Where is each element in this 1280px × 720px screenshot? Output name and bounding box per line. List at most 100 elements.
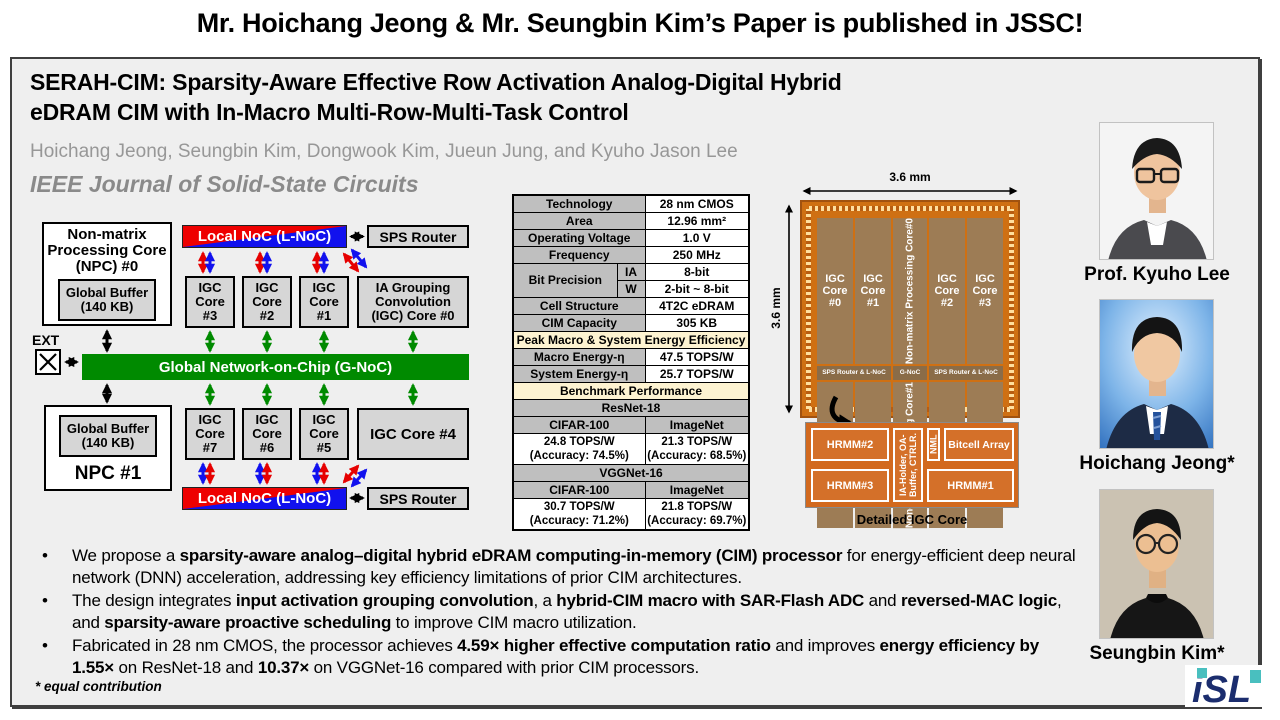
die-igc-core-0: IGC Core #0	[817, 218, 853, 365]
local-noc-top: Local NoC (L-NoC)	[182, 225, 347, 248]
igc-core-6: IGC Core #6	[242, 408, 292, 460]
journal-name: IEEE Journal of Solid-State Circuits	[30, 171, 419, 197]
spec-value: 47.5 TOPS/W	[644, 348, 750, 366]
portrait-hoichang-jeong	[1099, 299, 1214, 449]
paper-title-line2: eDRAM CIM with In-Macro Multi-Row-Multi-…	[30, 99, 629, 125]
benchmark-result: 30.7 TOPS/W (Accuracy: 71.2%)	[512, 498, 646, 531]
spec-value: 305 KB	[644, 314, 750, 332]
benchmark-dataset: ImageNet	[644, 416, 750, 434]
diagram-arrows	[64, 231, 419, 504]
bullet-item: • We propose a sparsity-aware analog–dig…	[42, 545, 1082, 588]
igc-core-7: IGC Core #7	[185, 408, 235, 460]
die-igc-core-2: IGC Core #2	[929, 218, 965, 365]
benchmark-result: 24.8 TOPS/W (Accuracy: 74.5%)	[512, 433, 646, 465]
x-pad-icon	[35, 349, 61, 375]
npc0-box: Non-matrix Processing Core (NPC) #0 Glob…	[42, 222, 172, 326]
benchmark-dataset: ImageNet	[644, 481, 750, 499]
spec-label: Cell Structure	[512, 297, 646, 315]
pad-ring-right	[1009, 209, 1014, 409]
chip-die-photo: IGC Core #0 IGC Core #1 Non-matrix Proce…	[800, 200, 1020, 529]
bullet-item: • The design integrates input activation…	[42, 590, 1082, 633]
spec-label: Macro Energy-η	[512, 348, 646, 366]
paper-title: SERAH-CIM: Sparsity-Aware Effective Row …	[30, 67, 1090, 127]
spec-label: System Energy-η	[512, 365, 646, 383]
spec-label: Bit Precision	[512, 263, 618, 298]
spec-label: Area	[512, 212, 646, 230]
spec-value: 1.0 V	[644, 229, 750, 247]
die-sps-right: SPS Router & L-NoC	[929, 366, 1003, 381]
spec-section-header: Benchmark Performance	[512, 382, 750, 400]
hrmm3-block: HRMM#3	[811, 469, 889, 502]
benchmark-network: ResNet-18	[512, 399, 750, 417]
spec-value: 25.7 TOPS/W	[644, 365, 750, 383]
die-height-arrow	[785, 204, 793, 414]
bullet-marker: •	[42, 636, 48, 655]
pad-ring-left	[806, 209, 811, 409]
local-noc-bottom: Local NoC (L-NoC)	[182, 487, 347, 510]
bullet-marker: •	[42, 546, 48, 565]
detail-caption: Detailed IGC Core	[856, 512, 968, 527]
bullet-text: The design integrates input activation g…	[72, 591, 1062, 632]
spec-value: 4T2C eDRAM	[644, 297, 750, 315]
spec-value: 2-bit ~ 8-bit	[644, 280, 750, 298]
bullet-text: Fabricated in 28 nm CMOS, the processor …	[72, 636, 1039, 677]
bullet-item: • Fabricated in 28 nm CMOS, the processo…	[42, 635, 1082, 678]
bullet-text: We propose a sparsity-aware analog–digit…	[72, 546, 1076, 587]
ia-holder-oa-buffer-ctrlr-block: IA-Holder, OA-Buffer, CTRLR.	[893, 428, 923, 502]
benchmark-result: 21.8 TOPS/W (Accuracy: 69.7%)	[644, 498, 750, 531]
benchmark-network: VGGNet-16	[512, 464, 750, 482]
bullet-marker: •	[42, 591, 48, 610]
npc1-label: NPC #1	[74, 463, 142, 484]
global-buffer-bottom: Global Buffer (140 KB)	[59, 415, 157, 457]
igc-core-5: IGC Core #5	[299, 408, 349, 460]
isl-logo-dot	[1196, 668, 1207, 678]
spec-label: CIM Capacity	[512, 314, 646, 332]
isl-logo-accent	[1249, 670, 1261, 683]
spec-label: Frequency	[512, 246, 646, 264]
npc1-box: Global Buffer (140 KB) NPC #1	[44, 405, 172, 491]
paper-authors: Hoichang Jeong, Seungbin Kim, Dongwook K…	[30, 141, 738, 162]
sps-router-bottom: SPS Router	[367, 487, 469, 510]
npc0-title: Non-matrix Processing Core (NPC) #0	[47, 226, 167, 275]
die-igc-core-1: IGC Core #1	[855, 218, 891, 365]
ia-grouping-core-0: IA Grouping Convolution (IGC) Core #0	[357, 276, 469, 328]
summary-bullets: • We propose a sparsity-aware analog–dig…	[42, 545, 1082, 680]
spec-value: 12.96 mm²	[644, 212, 750, 230]
benchmark-dataset: CIFAR-100	[512, 481, 646, 499]
hrmm2-block: HRMM#2	[811, 428, 889, 461]
isl-logo: iSL	[1185, 665, 1268, 707]
spec-value: 250 MHz	[644, 246, 750, 264]
benchmark-result: 21.3 TOPS/W (Accuracy: 68.5%)	[644, 433, 750, 465]
spec-value: 28 nm CMOS	[644, 194, 750, 213]
spec-sublabel: IA	[616, 263, 646, 281]
die-sps-left: SPS Router & L-NoC	[817, 366, 891, 381]
die-width-label: 3.6 mm	[889, 170, 931, 184]
igc-core-3: IGC Core #3	[185, 276, 235, 328]
detailed-igc-core: HRMM#2 HRMM#3 IA-Holder, OA-Buffer, CTRL…	[805, 422, 1019, 508]
person-name: Hoichang Jeong*	[1079, 453, 1235, 474]
die-igc-core-3: IGC Core #3	[967, 218, 1003, 365]
die-gnoc: G-NoC	[893, 366, 927, 381]
spec-label: Technology	[512, 194, 646, 213]
die-npc0: Non-matrix Processing Core#0	[893, 218, 927, 365]
die-width-arrow	[802, 187, 1018, 195]
bitcell-array-block: Bitcell Array	[944, 428, 1014, 461]
person-name: Seungbin Kim*	[1089, 643, 1225, 664]
gnoc-bar: Global Network-on-Chip (G-NoC)	[82, 354, 469, 380]
spec-label: Operating Voltage	[512, 229, 646, 247]
die-core-area: IGC Core #0 IGC Core #1 Non-matrix Proce…	[817, 218, 1003, 529]
spec-table: Technology 28 nm CMOS Area 12.96 mm² Opera…	[512, 194, 750, 531]
portrait-seungbin-kim	[1099, 489, 1214, 639]
hrmm1-block: HRMM#1	[927, 469, 1014, 502]
nml-block: NML	[927, 428, 940, 461]
equal-contribution-note: * equal contribution	[35, 679, 162, 694]
spec-value: 8-bit	[644, 263, 750, 281]
benchmark-dataset: CIFAR-100	[512, 416, 646, 434]
igc-core-1: IGC Core #1	[299, 276, 349, 328]
portrait-kyuho-lee	[1099, 122, 1214, 260]
slide: SERAH-CIM: Sparsity-Aware Effective Row …	[10, 57, 1268, 707]
person-name: Prof. Kyuho Lee	[1084, 264, 1230, 285]
page-title: Mr. Hoichang Jeong & Mr. Seungbin Kim’s …	[196, 8, 1084, 38]
paper-title-line1: SERAH-CIM: Sparsity-Aware Effective Row …	[30, 69, 842, 95]
igc-core-4: IGC Core #4	[357, 408, 469, 460]
